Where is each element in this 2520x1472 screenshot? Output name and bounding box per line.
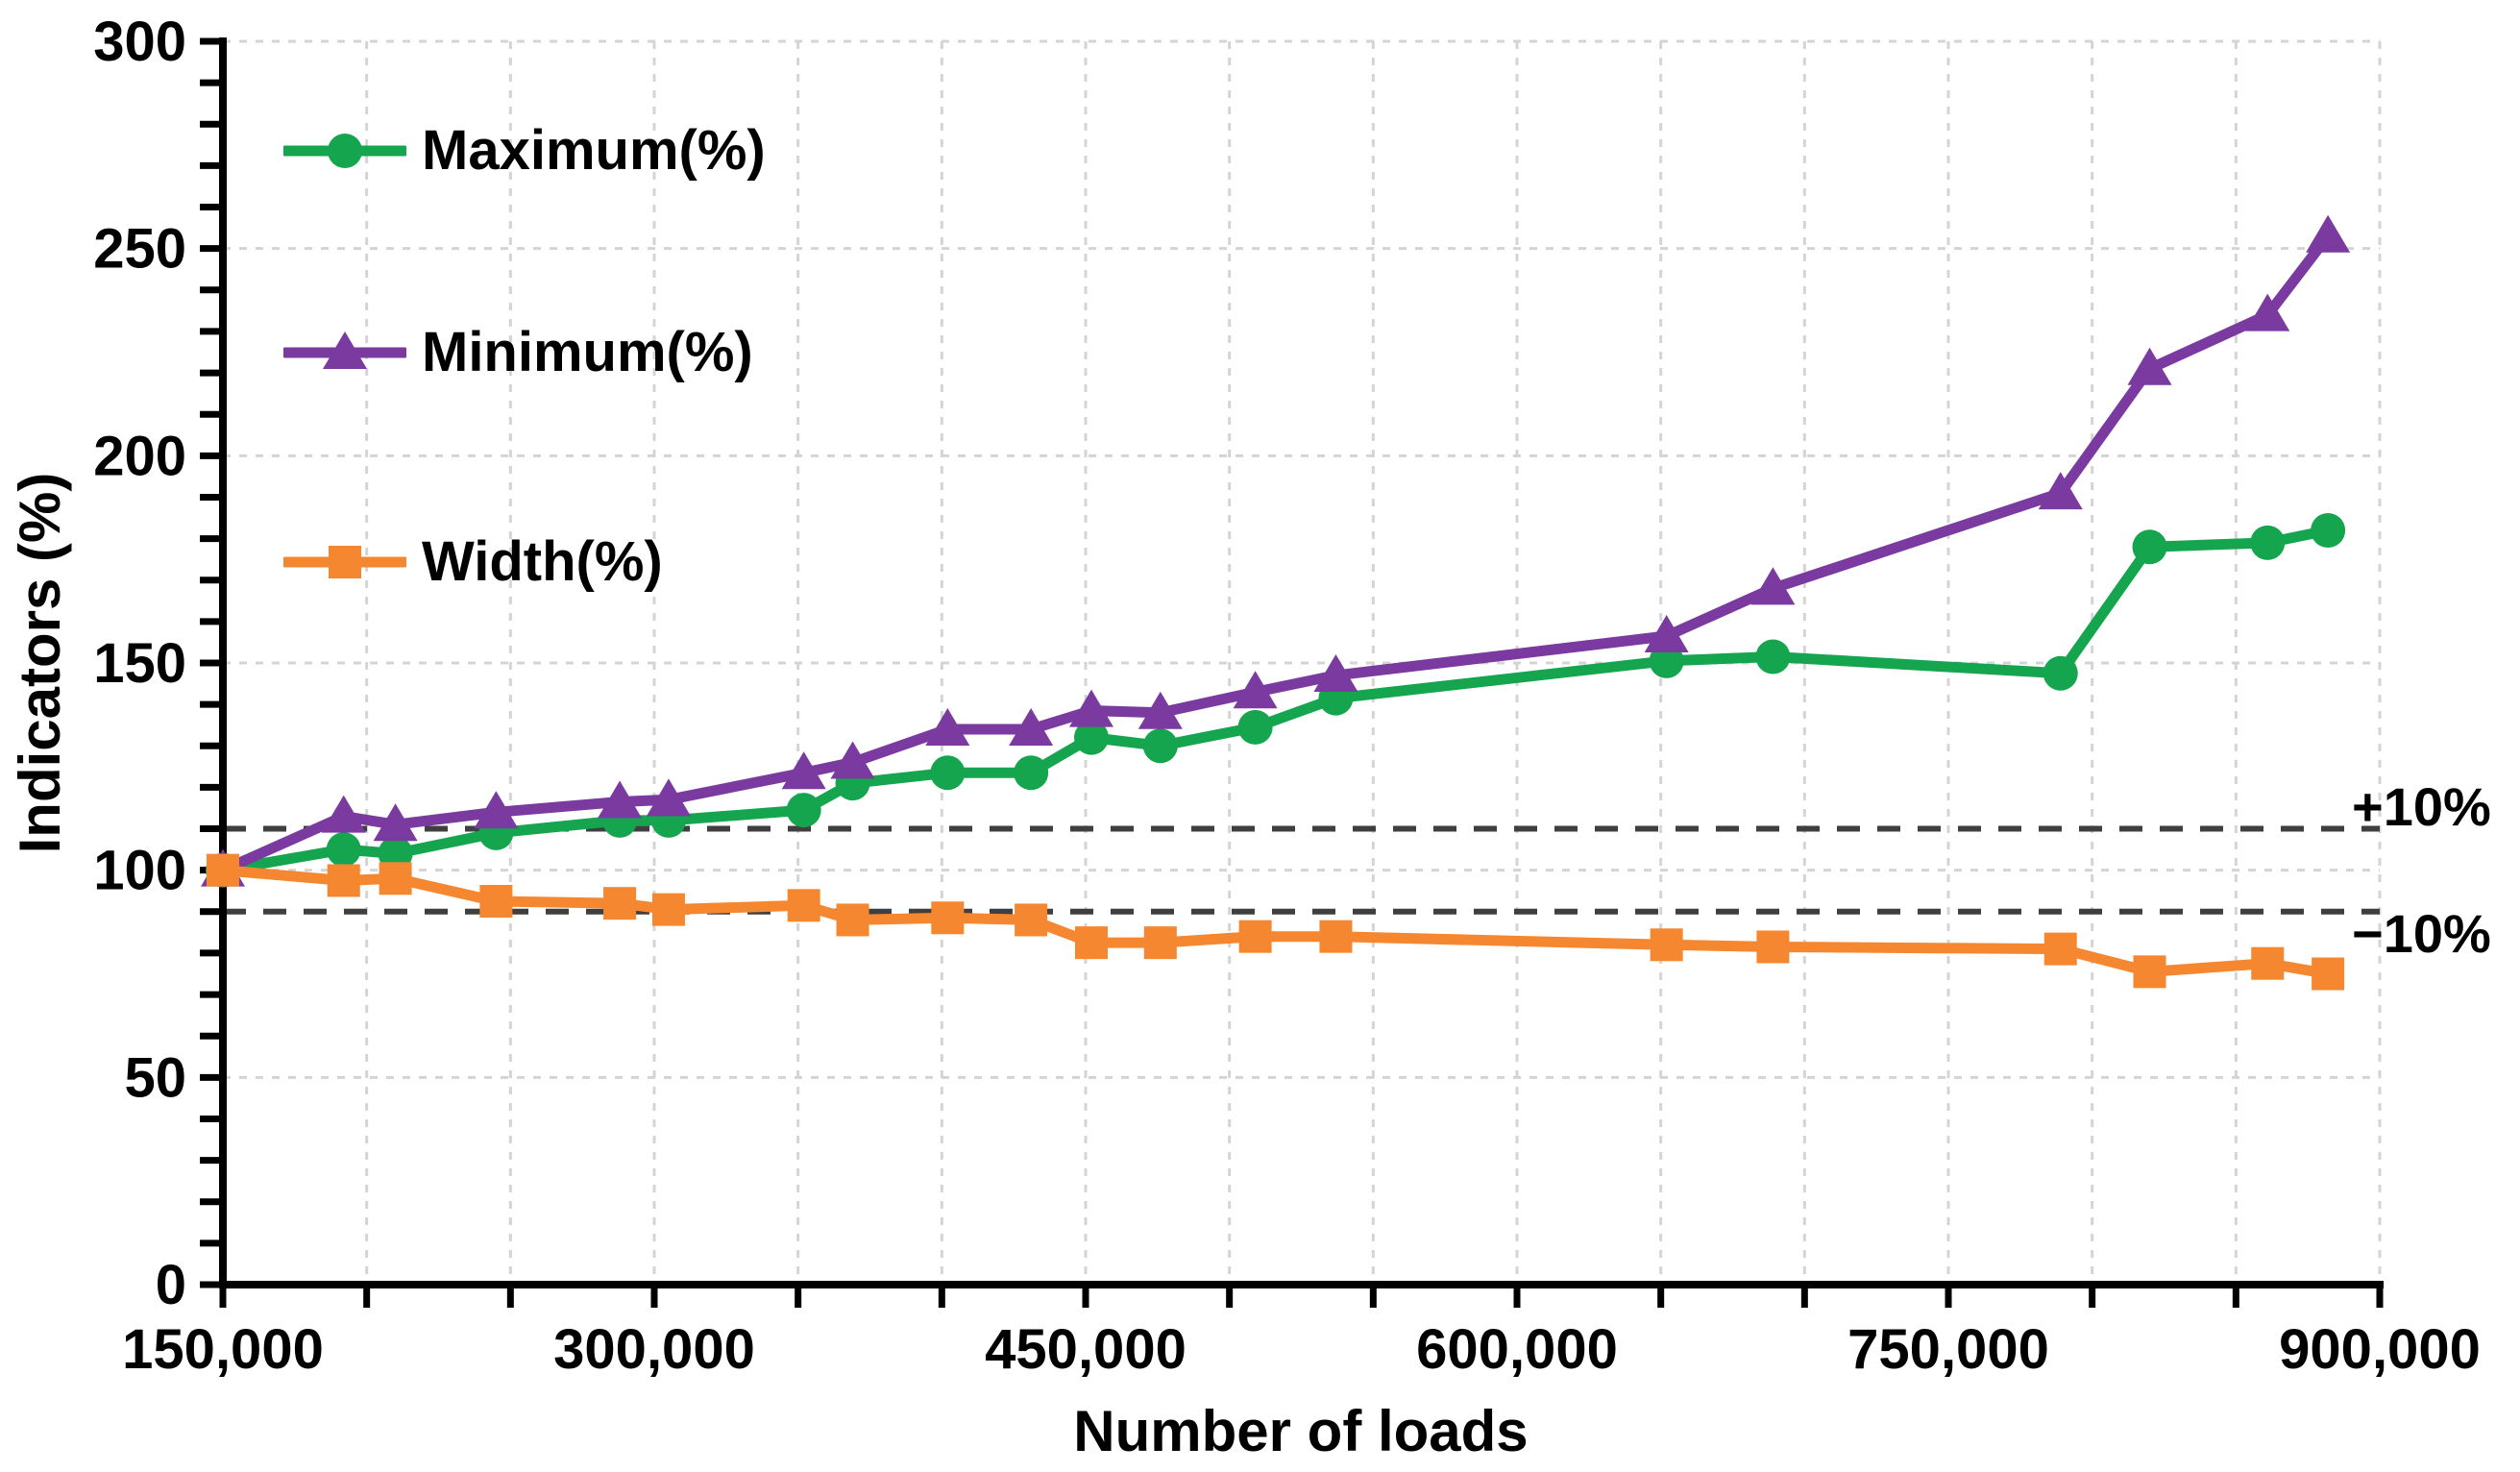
y-tick-labels: 0 50 100 150 200 250 300 (93, 11, 186, 1316)
svg-text:200: 200 (93, 425, 186, 487)
minus-10-percent-label: −10% (2352, 903, 2491, 964)
plus-10-percent-label: +10% (2352, 776, 2491, 837)
svg-text:50: 50 (124, 1046, 186, 1109)
svg-text:150: 150 (93, 632, 186, 695)
y-axis-title: Indicators (%) (8, 473, 72, 854)
legend-item-minimum: Minimum(%) (283, 321, 753, 384)
svg-text:900,000: 900,000 (2279, 1318, 2481, 1381)
svg-text:150,000: 150,000 (122, 1318, 324, 1381)
svg-text:250: 250 (93, 218, 186, 281)
x-axis-title: Number of loads (1073, 1399, 1528, 1463)
series-width (207, 853, 2345, 991)
legend-label-width: Width(%) (422, 530, 663, 593)
width-series-swatch (283, 546, 406, 578)
svg-text:750,000: 750,000 (1847, 1318, 2049, 1381)
x-tick-labels: 150,000 300,000 450,000 600,000 750,000 900,0… (122, 1318, 2481, 1381)
svg-text:300: 300 (93, 11, 186, 73)
legend-label-maximum: Maximum(%) (422, 119, 766, 182)
gridlines (223, 39, 2382, 1285)
svg-text:600,000: 600,000 (1416, 1318, 1618, 1381)
minimum-series-swatch (283, 331, 406, 369)
svg-text:100: 100 (93, 840, 186, 902)
svg-text:300,000: 300,000 (553, 1318, 755, 1381)
svg-text:0: 0 (156, 1254, 186, 1316)
series-maximum (206, 512, 2346, 888)
maximum-series-swatch (283, 134, 406, 168)
legend-item-maximum: Maximum(%) (283, 119, 766, 183)
svg-text:450,000: 450,000 (985, 1318, 1187, 1381)
legend-label-minimum: Minimum(%) (422, 321, 753, 383)
reference-lines (223, 825, 2380, 915)
axes (200, 37, 2384, 1308)
legend-item-width: Width(%) (283, 530, 663, 594)
series-minimum (201, 214, 2351, 887)
